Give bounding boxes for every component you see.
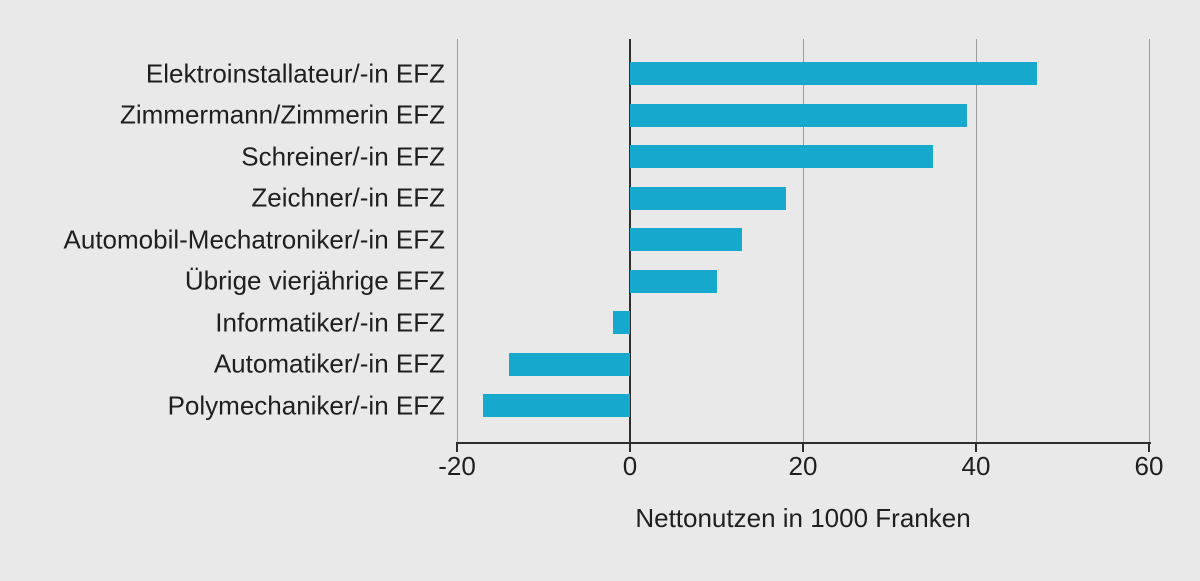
bar <box>630 103 968 127</box>
bar <box>482 394 630 418</box>
x-tick-label: 20 <box>788 451 818 481</box>
bar <box>630 62 1037 86</box>
bar <box>508 352 630 376</box>
category-label: Schreiner/-in EFZ <box>241 141 445 172</box>
bar <box>630 186 786 210</box>
x-tick <box>456 443 458 452</box>
x-tick <box>975 443 977 452</box>
category-label: Polymechaniker/-in EFZ <box>167 390 445 421</box>
category-label: Zeichner/-in EFZ <box>251 182 445 213</box>
category-label: Elektroinstallateur/-in EFZ <box>145 58 445 89</box>
gridline-20 <box>802 39 804 443</box>
bar <box>630 145 933 169</box>
gridline--20 <box>456 39 458 443</box>
x-tick-label: 40 <box>961 451 991 481</box>
category-label: Zimmermann/Zimmerin EFZ <box>119 99 445 130</box>
bar <box>612 311 630 335</box>
x-tick-label: 60 <box>1134 451 1164 481</box>
category-label: Automobil-Mechatroniker/-in EFZ <box>63 224 445 255</box>
x-tick-label: 0 <box>622 451 638 481</box>
bar <box>630 269 717 293</box>
x-tick-label: -20 <box>438 451 476 481</box>
x-axis-title: Nettonutzen in 1000 Franken <box>635 503 971 533</box>
category-label: Übrige vierjährige EFZ <box>184 265 445 296</box>
gridline-60 <box>1148 39 1150 443</box>
x-tick <box>1148 443 1150 452</box>
x-tick <box>802 443 804 452</box>
gridline-40 <box>975 39 977 443</box>
category-label: Automatiker/-in EFZ <box>213 348 445 379</box>
bar <box>630 228 743 252</box>
plot-area <box>456 39 1150 443</box>
category-label: Informatiker/-in EFZ <box>215 307 445 338</box>
x-tick <box>629 443 631 452</box>
